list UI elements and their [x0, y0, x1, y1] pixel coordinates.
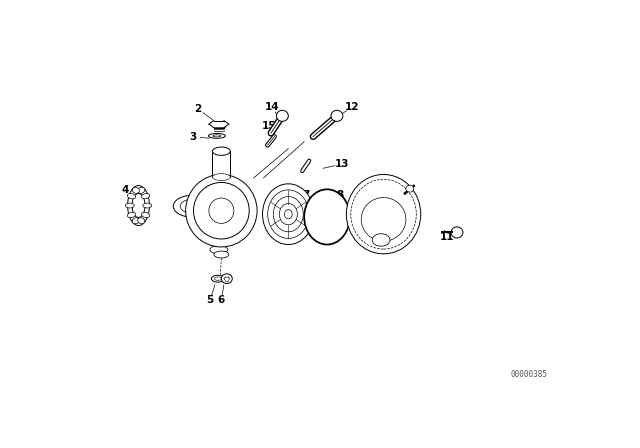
Ellipse shape	[186, 174, 257, 247]
Text: 4: 4	[122, 185, 129, 195]
Ellipse shape	[346, 174, 420, 254]
Ellipse shape	[209, 198, 234, 224]
Ellipse shape	[132, 194, 145, 218]
Text: 15: 15	[262, 121, 276, 130]
Ellipse shape	[173, 195, 213, 217]
Ellipse shape	[276, 110, 288, 121]
Text: 8: 8	[337, 190, 344, 200]
Text: 1: 1	[175, 199, 183, 209]
Text: 7: 7	[302, 190, 309, 200]
Text: 5: 5	[206, 295, 214, 306]
Ellipse shape	[141, 194, 150, 199]
Ellipse shape	[372, 234, 390, 246]
Text: 6: 6	[218, 295, 225, 306]
Ellipse shape	[141, 212, 150, 218]
Ellipse shape	[351, 179, 416, 249]
Text: 00000385: 00000385	[510, 370, 547, 379]
Ellipse shape	[138, 187, 145, 194]
Ellipse shape	[212, 174, 230, 181]
Ellipse shape	[284, 210, 292, 219]
Ellipse shape	[212, 147, 230, 155]
Text: 14: 14	[265, 102, 280, 112]
Ellipse shape	[331, 110, 343, 121]
Ellipse shape	[406, 185, 414, 192]
Ellipse shape	[214, 277, 221, 280]
Ellipse shape	[209, 134, 225, 138]
Ellipse shape	[132, 187, 140, 194]
Ellipse shape	[221, 274, 232, 284]
Ellipse shape	[268, 190, 309, 238]
Ellipse shape	[127, 212, 136, 218]
Ellipse shape	[132, 218, 140, 224]
Ellipse shape	[138, 218, 145, 224]
Text: 12: 12	[344, 102, 359, 112]
Text: 11: 11	[440, 232, 454, 241]
Ellipse shape	[451, 227, 463, 238]
Ellipse shape	[127, 194, 136, 199]
Text: 9: 9	[371, 189, 378, 198]
Ellipse shape	[191, 212, 241, 240]
Text: 10: 10	[387, 189, 402, 198]
Ellipse shape	[304, 190, 350, 245]
Ellipse shape	[193, 182, 249, 239]
Ellipse shape	[273, 197, 303, 232]
Text: 3: 3	[189, 132, 196, 142]
Ellipse shape	[214, 251, 229, 258]
Text: 13: 13	[335, 159, 349, 169]
Ellipse shape	[143, 203, 152, 208]
Ellipse shape	[213, 135, 221, 137]
Ellipse shape	[127, 185, 150, 225]
Ellipse shape	[211, 275, 225, 282]
Ellipse shape	[279, 203, 298, 225]
Ellipse shape	[262, 184, 314, 245]
Text: 2: 2	[195, 104, 202, 114]
Ellipse shape	[210, 246, 228, 254]
Ellipse shape	[125, 203, 134, 208]
Ellipse shape	[361, 198, 406, 241]
Ellipse shape	[180, 199, 206, 213]
